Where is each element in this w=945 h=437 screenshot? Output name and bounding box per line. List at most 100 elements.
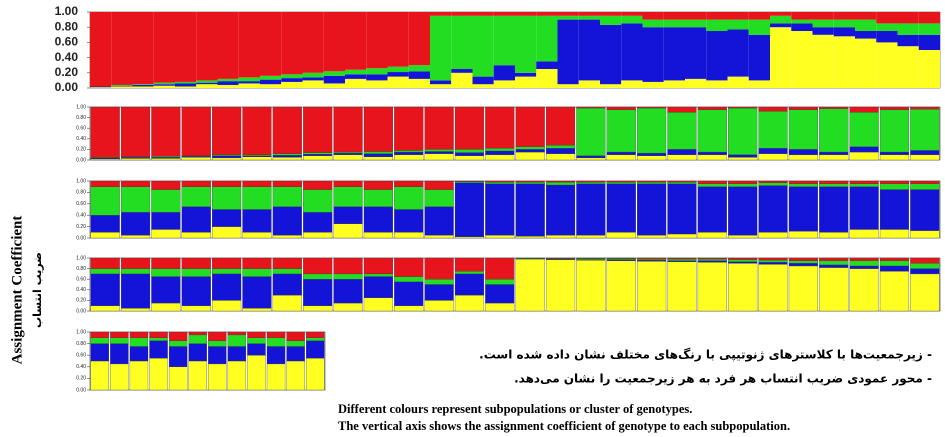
y-tick-label: 1.00	[76, 104, 86, 110]
bar-segment	[758, 180, 788, 183]
bar-segment	[812, 27, 834, 35]
bar-segment	[306, 331, 325, 338]
bar-segment	[606, 260, 636, 312]
bar-segment	[333, 154, 363, 161]
bar-segment	[303, 106, 333, 153]
bar-segment	[606, 151, 636, 155]
bar-segment	[90, 158, 120, 161]
bar-segment	[366, 80, 388, 88]
bar-segment	[855, 38, 877, 88]
bar-segment	[306, 340, 325, 359]
bar-segment	[576, 106, 606, 109]
bar-segment	[363, 297, 393, 312]
bar-segment	[242, 154, 272, 156]
bar-segment	[879, 183, 910, 190]
bar-segment	[576, 257, 606, 259]
bar-segment	[151, 212, 181, 230]
bar-segment	[286, 346, 305, 362]
bar-segment	[485, 302, 515, 312]
bar-segment	[910, 257, 940, 264]
bar-segment	[281, 78, 303, 82]
bar-segment	[788, 154, 818, 161]
plot-area	[89, 331, 326, 391]
bar-segment	[849, 146, 879, 153]
bar-segment	[770, 12, 792, 16]
bar-segment	[545, 257, 576, 259]
bar-segment	[90, 215, 120, 233]
bar-segment	[515, 76, 537, 88]
bar-segment	[600, 12, 622, 16]
bar-segment	[345, 74, 367, 79]
bar-segment	[333, 273, 363, 280]
bar-segment	[788, 186, 818, 232]
bar-segment	[876, 23, 898, 31]
bar-segment	[454, 106, 485, 150]
bar-segment	[272, 155, 302, 158]
bar-segment	[175, 81, 197, 84]
bar-segment	[637, 183, 667, 236]
bar-segment	[485, 284, 515, 304]
bar-segment	[286, 340, 305, 347]
bar-segment	[667, 260, 697, 262]
y-tick-label: 0.00	[76, 157, 86, 163]
bar-segment	[149, 337, 168, 341]
bar-segment	[879, 257, 910, 261]
bar-segment	[642, 12, 664, 20]
bar-segment	[791, 23, 813, 31]
bar-segment	[788, 106, 818, 110]
bar-segment	[578, 12, 600, 16]
bar-segment	[303, 232, 333, 239]
bar-segment	[212, 157, 242, 161]
bar-segment	[728, 154, 758, 158]
bar-segment	[151, 229, 181, 239]
bar-segment	[918, 12, 940, 24]
bar-segment	[918, 50, 940, 88]
bar-segment	[175, 86, 197, 88]
bar-segment	[333, 180, 363, 187]
bar-segment	[366, 68, 388, 75]
bar-segment	[879, 154, 910, 161]
bar-segment	[272, 180, 302, 187]
bar-segment	[819, 154, 849, 161]
bar-segment	[212, 268, 242, 275]
bar-segment	[303, 152, 333, 155]
bar-segment	[879, 189, 910, 230]
bar-segment	[168, 331, 188, 341]
bar-segment	[637, 155, 667, 161]
bar-segment	[181, 180, 211, 187]
bar-segment	[111, 84, 133, 86]
bar-segment	[876, 42, 898, 88]
y-tick-label: 0.00	[55, 80, 79, 94]
bar-segment	[151, 276, 181, 304]
bar-segment	[545, 153, 576, 161]
bar-segment	[536, 61, 558, 69]
bar-segment	[606, 232, 636, 239]
bar-segment	[545, 106, 576, 146]
bar-segment	[168, 366, 188, 391]
bar-segment	[727, 29, 749, 77]
bar-segment	[408, 65, 430, 72]
bar-segment	[363, 257, 393, 275]
bar-segment	[876, 12, 898, 24]
bar-segment	[667, 181, 697, 184]
bar-segment	[879, 229, 910, 239]
bar-segment	[576, 183, 606, 236]
bar-segment	[151, 302, 181, 312]
bar-segment	[910, 154, 940, 161]
bar-segment	[637, 180, 667, 183]
bar-segment	[849, 112, 879, 147]
bar-segment	[149, 340, 168, 359]
bar-segment	[266, 346, 286, 365]
bar-segment	[493, 80, 515, 88]
bar-segment	[302, 77, 324, 81]
bar-segment	[621, 23, 643, 81]
bar-segment	[536, 69, 558, 88]
bar-segment	[910, 108, 940, 151]
bar-segment	[363, 151, 393, 154]
bar-segment	[663, 12, 685, 20]
bar-segment	[306, 337, 325, 341]
bar-segment	[606, 259, 636, 261]
bar-segment	[303, 273, 333, 280]
bar-segment	[515, 180, 545, 183]
bar-segment	[424, 149, 454, 152]
